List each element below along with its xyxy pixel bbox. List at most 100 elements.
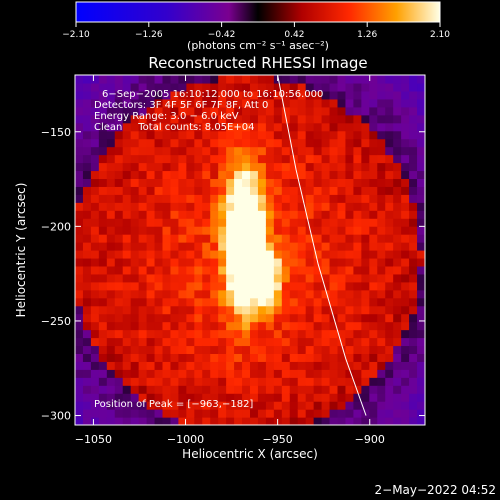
heatmap-cell <box>186 130 195 140</box>
heatmap-cell <box>401 98 410 108</box>
heatmap-cell <box>75 329 84 339</box>
heatmap-cell <box>154 194 164 203</box>
heatmap-cell <box>218 401 227 410</box>
heatmap-cell <box>385 273 394 283</box>
heatmap-cell <box>82 401 92 410</box>
heatmap-cell <box>122 106 132 116</box>
heatmap-cell <box>114 202 124 211</box>
heatmap-cell <box>226 154 235 164</box>
heatmap-cell <box>417 409 425 418</box>
heatmap-cell <box>305 401 315 410</box>
heatmap-cell <box>361 90 370 100</box>
heatmap-cell <box>90 218 100 227</box>
heatmap-cell <box>361 305 370 315</box>
x-tick-label: −1000 <box>167 433 204 446</box>
heatmap-cell <box>321 401 331 410</box>
heatmap-cell <box>226 114 235 124</box>
heatmap-cell <box>210 186 219 195</box>
heatmap-cell <box>202 226 211 235</box>
heatmap-cell <box>377 210 386 219</box>
heatmap-cell <box>337 82 347 92</box>
heatmap-cell <box>90 297 100 307</box>
heatmap-cell <box>82 289 92 299</box>
heatmap-cell <box>90 234 100 243</box>
heatmap-cell <box>265 122 275 132</box>
heatmap-cell <box>234 273 243 283</box>
heatmap-cell <box>377 393 386 402</box>
heatmap-cell <box>369 114 378 124</box>
heatmap-cell <box>250 417 259 425</box>
heatmap-cell <box>194 138 203 148</box>
solar-limb-curve <box>277 75 367 416</box>
heatmap-cell <box>305 90 315 100</box>
timestamp: 2−May−2022 04:52 <box>375 483 497 497</box>
heatmap-cell <box>75 281 84 291</box>
heatmap-cell <box>130 114 140 124</box>
heatmap-cell <box>361 234 370 243</box>
heatmap-cell <box>265 234 275 243</box>
heatmap-cell <box>401 130 410 140</box>
heatmap-cell <box>345 337 354 347</box>
heatmap-cell <box>393 417 402 425</box>
heatmap-cell <box>202 297 211 307</box>
heatmap-cell <box>369 345 378 354</box>
heatmap-cell <box>202 393 211 402</box>
heatmap-cell <box>297 75 307 84</box>
heatmap-cell <box>305 114 315 124</box>
heatmap-cell <box>234 409 243 418</box>
heatmap-cell <box>289 138 299 148</box>
heatmap-cell <box>146 393 156 402</box>
heatmap-cell <box>210 417 219 425</box>
heatmap-cell <box>409 242 418 251</box>
heatmap-cell <box>194 281 203 291</box>
heatmap-cell <box>273 281 283 291</box>
heatmap-cell <box>361 417 370 425</box>
heatmap-cell <box>242 154 251 164</box>
heatmap-cell <box>90 273 100 283</box>
heatmap-cell <box>265 90 275 100</box>
heatmap-cell <box>154 242 164 251</box>
heatmap-cell <box>114 218 124 227</box>
heatmap-cell <box>138 417 148 425</box>
heatmap-cell <box>75 106 84 116</box>
heatmap-cell <box>393 234 402 243</box>
heatmap-cell <box>257 242 267 251</box>
heatmap-cell <box>154 345 164 354</box>
heatmap-cell <box>297 82 307 92</box>
heatmap-cell <box>114 337 124 347</box>
heatmap-cell <box>377 154 386 164</box>
heatmap-cell <box>281 281 291 291</box>
heatmap-cell <box>369 250 378 259</box>
heatmap-cell <box>265 321 275 331</box>
heatmap-cell <box>234 146 243 156</box>
heatmap-cell <box>194 170 203 179</box>
heatmap-cell <box>250 409 259 418</box>
heatmap-cell <box>82 273 92 283</box>
heatmap-cell <box>401 82 410 92</box>
heatmap-cell <box>226 393 235 402</box>
heatmap-cell <box>130 361 140 370</box>
heatmap-cell <box>329 138 339 148</box>
heatmap-cell <box>122 385 132 394</box>
heatmap-cell <box>82 130 92 140</box>
heatmap-cell <box>353 369 362 378</box>
heatmap-cell <box>226 218 235 227</box>
heatmap-cell <box>305 321 315 331</box>
heatmap-cell <box>202 377 211 386</box>
heatmap-cell <box>409 345 418 354</box>
heatmap-cell <box>353 393 362 402</box>
heatmap-cell <box>265 170 275 179</box>
heatmap-cell <box>234 361 243 370</box>
heatmap-cell <box>393 98 402 108</box>
heatmap-cell <box>273 114 283 124</box>
heatmap-cell <box>146 353 156 362</box>
heatmap-cell <box>361 257 370 267</box>
heatmap-cell <box>154 321 164 331</box>
heatmap-cell <box>178 313 187 323</box>
heatmap-cell <box>186 281 195 291</box>
heatmap-cell <box>130 194 140 203</box>
heatmap-cell <box>401 273 410 283</box>
heatmap-cell <box>409 273 418 283</box>
heatmap-cell <box>273 401 283 410</box>
heatmap-cell <box>273 122 283 132</box>
